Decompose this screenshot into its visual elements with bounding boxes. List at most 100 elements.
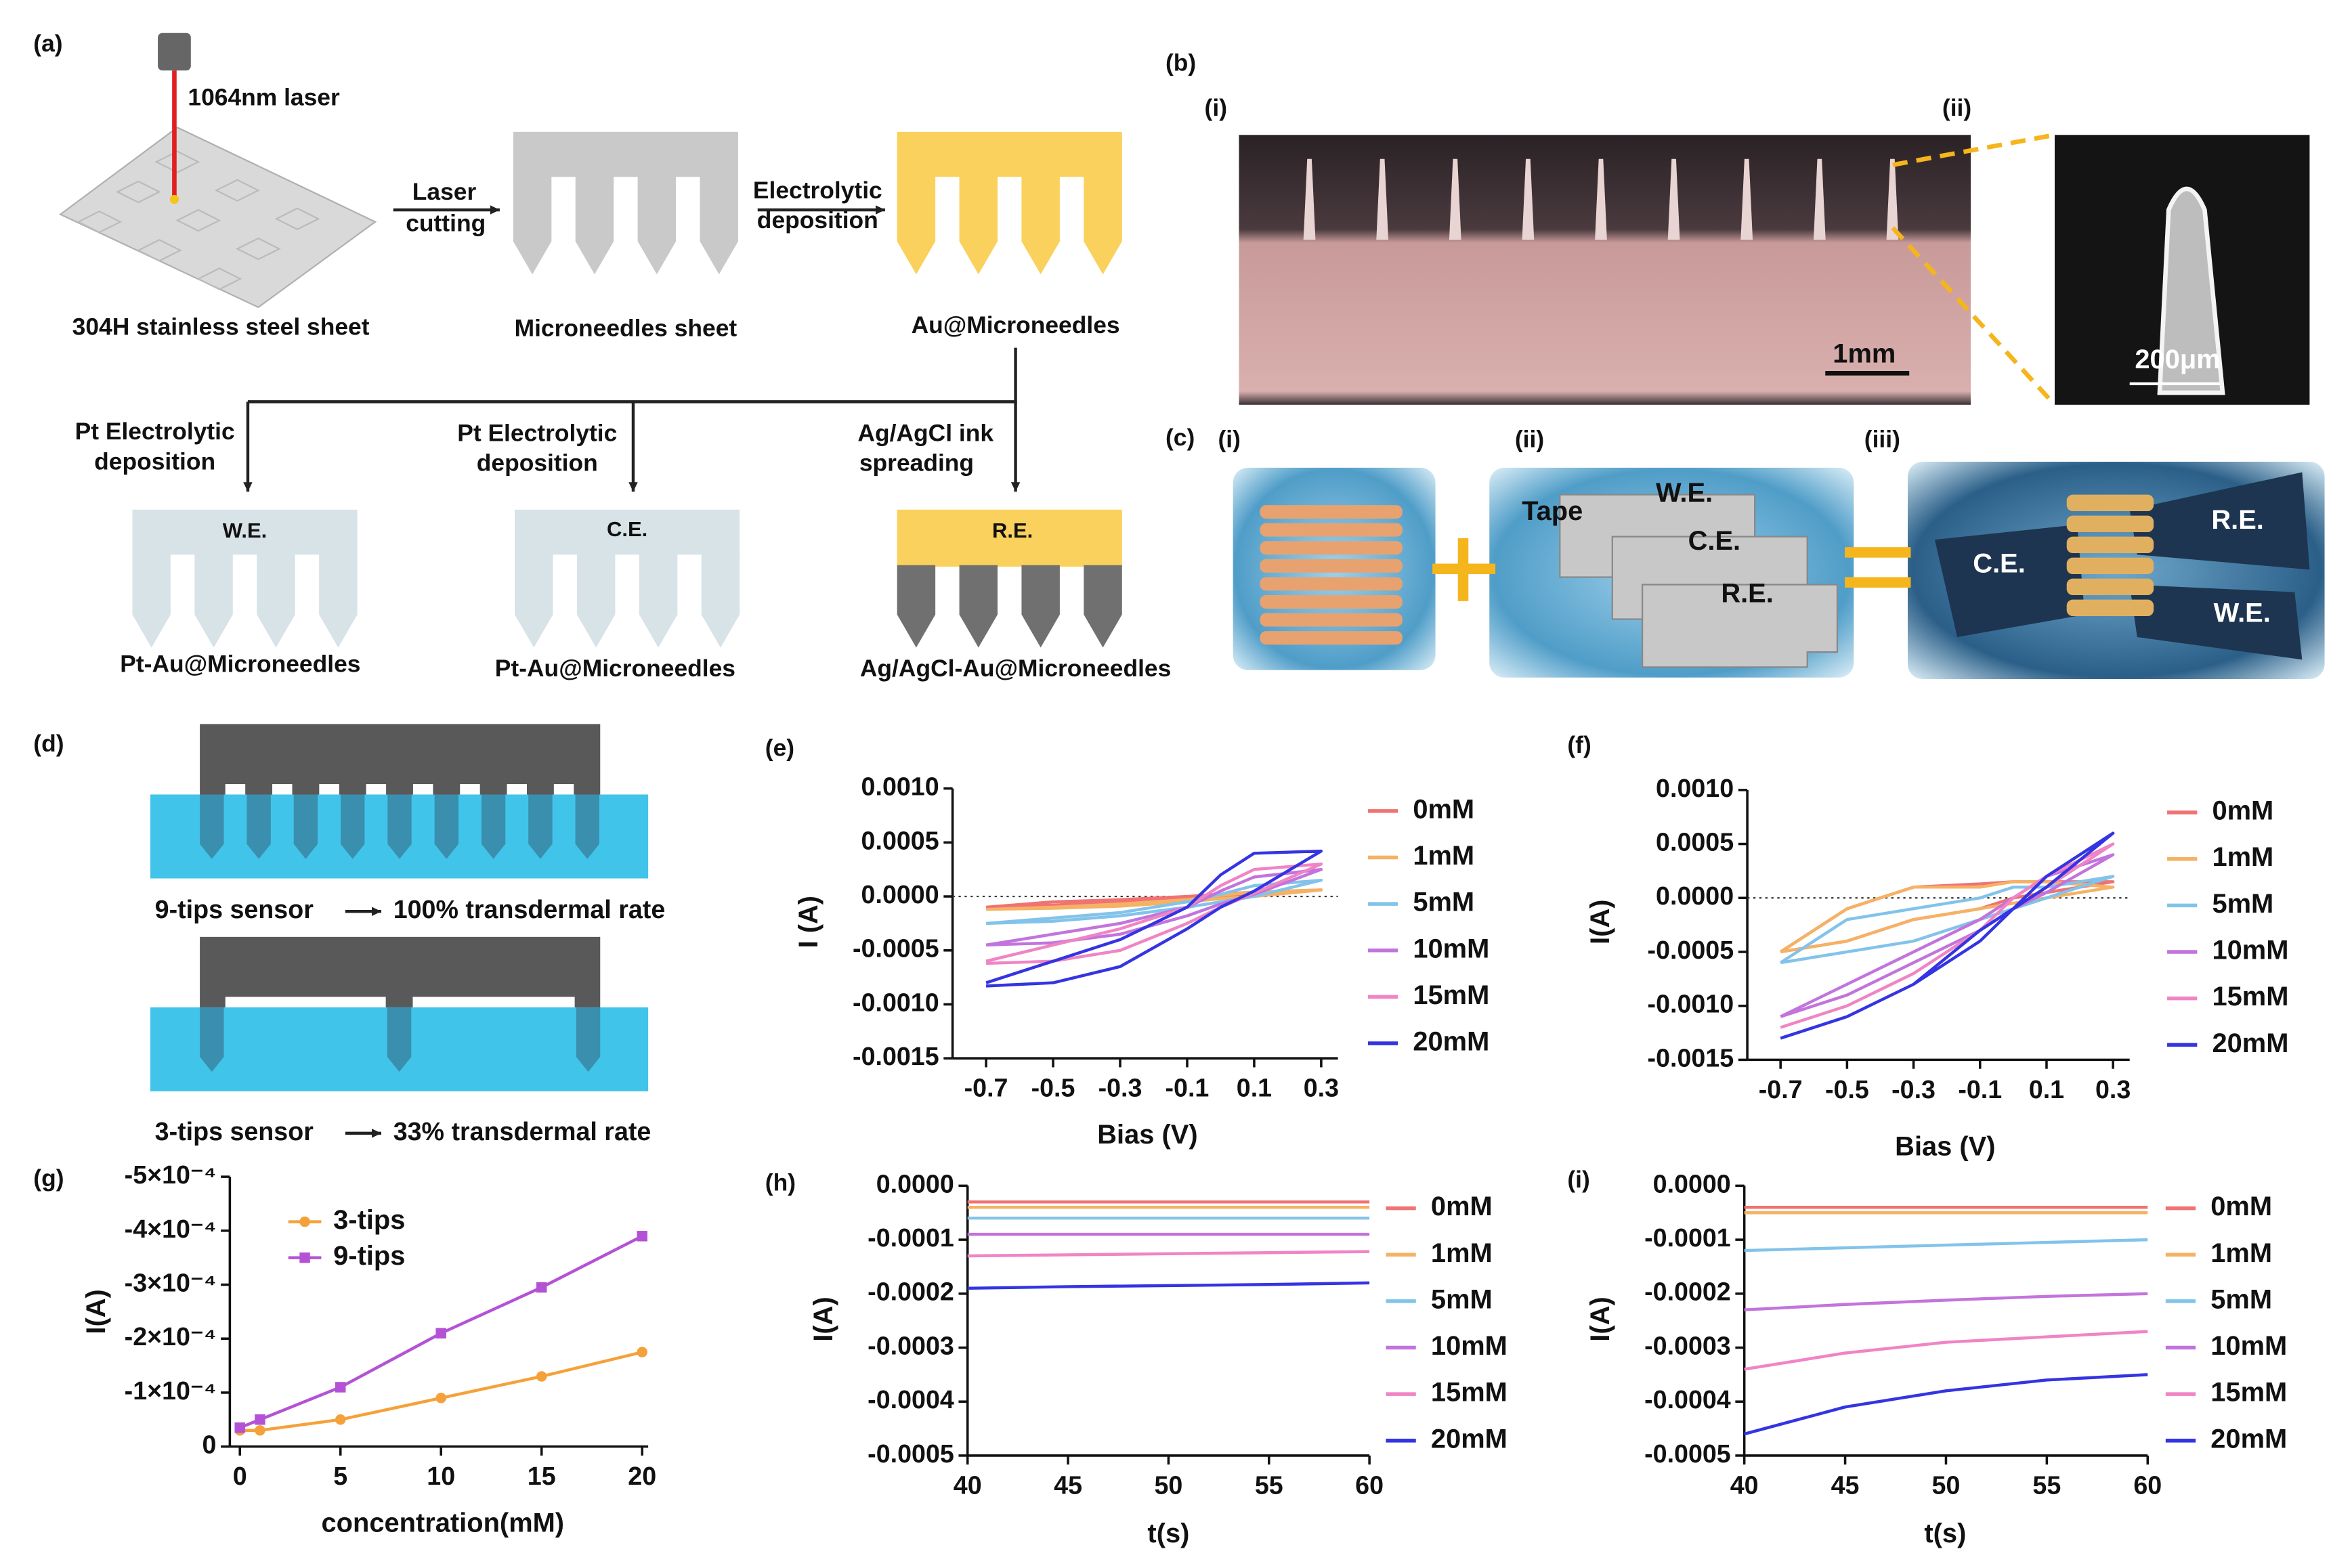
legend-label: 5mM bbox=[1413, 888, 1474, 917]
product-label: Pt-Au@Microneedles bbox=[120, 650, 360, 677]
tape-strip bbox=[1260, 631, 1403, 645]
x-tick-label: 0.1 bbox=[2029, 1075, 2064, 1104]
step-label: deposition bbox=[757, 206, 878, 234]
series-line bbox=[985, 878, 1323, 925]
sheet-pattern bbox=[214, 179, 260, 202]
electrode-part bbox=[1934, 524, 2085, 638]
x-tick-label: 0.1 bbox=[1237, 1074, 1272, 1102]
legend-label: 10mM bbox=[1413, 934, 1489, 963]
equals bbox=[1845, 577, 1911, 588]
legend-label: 0mM bbox=[1431, 1192, 1493, 1221]
legend-label: 1mM bbox=[2212, 842, 2273, 872]
panel-label: (d) bbox=[33, 730, 64, 757]
y-tick-label: -0.0004 bbox=[868, 1385, 954, 1414]
tape-strip bbox=[1260, 523, 1403, 537]
legend-label: 15mM bbox=[2212, 982, 2288, 1011]
plus bbox=[1457, 538, 1469, 601]
comb-needle bbox=[515, 553, 553, 648]
legend-label: 5mM bbox=[2212, 889, 2273, 919]
series-line bbox=[1780, 831, 2115, 1040]
photo-needle bbox=[1303, 158, 1316, 240]
panel-label: (f) bbox=[1567, 731, 1591, 758]
panel-label: (i) bbox=[1567, 1166, 1589, 1193]
y-tick-label: -0.0005 bbox=[1644, 1439, 1731, 1468]
y-tick-label: -0.0015 bbox=[853, 1042, 939, 1070]
y-tick-label: 0.0000 bbox=[861, 880, 939, 909]
sensor-needle bbox=[200, 794, 224, 859]
scale-bar-label: 200μm bbox=[2135, 345, 2220, 374]
process-label: Pt Electrolytic bbox=[75, 418, 235, 445]
product-label: 304H stainless steel sheet bbox=[72, 313, 370, 340]
gap bbox=[507, 784, 527, 795]
y-tick-label: -0.0003 bbox=[1644, 1331, 1731, 1359]
product-label: Au@Microneedles bbox=[912, 311, 1120, 339]
electrode-label: C.E. bbox=[607, 517, 647, 541]
series-line bbox=[967, 1281, 1370, 1290]
y-axis-title: I (A) bbox=[794, 896, 824, 948]
product-label: Microneedles sheet bbox=[515, 314, 737, 341]
part-label: W.E. bbox=[1656, 478, 1713, 508]
comb-needle bbox=[576, 553, 616, 648]
tape-strip bbox=[2066, 578, 2154, 596]
gap bbox=[319, 784, 339, 795]
legend-marker bbox=[299, 1216, 310, 1227]
x-axis-title: t(s) bbox=[1924, 1519, 1966, 1548]
point bbox=[255, 1424, 265, 1436]
tape-strip bbox=[1260, 595, 1403, 609]
sheet-pattern bbox=[274, 207, 320, 231]
panel-label: (c) bbox=[1166, 424, 1195, 451]
x-tick-label: 45 bbox=[1831, 1471, 1860, 1499]
sem-needle bbox=[2157, 186, 2225, 395]
x-axis-title: Bias (V) bbox=[1097, 1120, 1197, 1150]
x-tick-label: 45 bbox=[1054, 1471, 1082, 1499]
tape-strip bbox=[2066, 599, 2154, 617]
legend-label: 20mM bbox=[1413, 1027, 1489, 1057]
laser-label: 1064nm laser bbox=[188, 83, 340, 110]
photo-needle bbox=[1886, 158, 1899, 240]
legend-label: 20mM bbox=[1431, 1424, 1508, 1454]
y-tick-label: -5×10⁻⁴ bbox=[125, 1160, 217, 1189]
sensor-body bbox=[200, 936, 601, 1007]
legend-label: 20mM bbox=[2212, 1028, 2288, 1058]
y-tick-label: -0.0015 bbox=[1648, 1043, 1734, 1072]
comb-needle bbox=[701, 553, 740, 648]
sensor-label: 3-tips sensor bbox=[155, 1117, 314, 1146]
legend-label: 0mM bbox=[2212, 796, 2273, 826]
rate-label: 100% transdermal rate bbox=[393, 895, 666, 923]
y-tick-label: -0.0001 bbox=[1644, 1223, 1731, 1252]
sub-label: (i) bbox=[1205, 94, 1227, 121]
y-axis-title: I(A) bbox=[1585, 1297, 1615, 1341]
process-label: Pt Electrolytic bbox=[457, 419, 617, 446]
series-line bbox=[967, 1250, 1370, 1258]
y-tick-label: -4×10⁻⁴ bbox=[125, 1215, 217, 1243]
sheet-pattern bbox=[115, 180, 161, 204]
x-tick-label: 20 bbox=[628, 1462, 656, 1490]
sensor-needle bbox=[576, 1007, 601, 1072]
y-tick-label: -0.0005 bbox=[853, 934, 939, 963]
sensor-needle bbox=[293, 794, 318, 859]
y-tick-label: -0.0005 bbox=[1648, 936, 1734, 964]
arrow-head bbox=[1010, 482, 1021, 492]
series-line bbox=[985, 863, 1323, 965]
y-tick-label: -0.0003 bbox=[868, 1331, 954, 1359]
x-tick-label: -0.5 bbox=[1031, 1074, 1075, 1102]
process-label: Ag/AgCl ink bbox=[857, 419, 993, 446]
layout bbox=[59, 32, 2325, 1138]
comb-needle bbox=[319, 553, 358, 648]
electrode-part bbox=[2129, 472, 2310, 570]
point bbox=[536, 1371, 547, 1382]
y-tick-label: -0.0005 bbox=[868, 1439, 954, 1468]
gap bbox=[412, 997, 575, 1007]
legend-label: 20mM bbox=[2210, 1424, 2287, 1454]
tape-strip bbox=[1260, 559, 1403, 573]
comb-needle bbox=[257, 553, 295, 648]
x-tick-label: 0.3 bbox=[1304, 1074, 1339, 1102]
x-tick-label: -0.3 bbox=[1891, 1075, 1936, 1104]
point bbox=[255, 1414, 265, 1425]
comb-base bbox=[897, 509, 1122, 567]
y-tick-label: 0.0000 bbox=[876, 1169, 954, 1198]
sensor-needle bbox=[387, 794, 412, 859]
photo-needle bbox=[1595, 158, 1607, 240]
x-tick-label: 40 bbox=[954, 1471, 982, 1499]
